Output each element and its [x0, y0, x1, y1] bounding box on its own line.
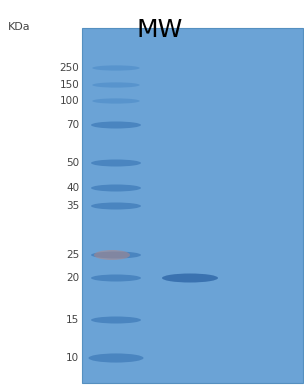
Text: 100: 100	[60, 96, 79, 106]
Ellipse shape	[91, 184, 141, 191]
Ellipse shape	[92, 98, 140, 103]
Ellipse shape	[91, 252, 141, 259]
Bar	[82, 28, 303, 383]
Text: 150: 150	[59, 80, 79, 90]
Ellipse shape	[91, 317, 141, 324]
Ellipse shape	[91, 121, 141, 128]
Text: 250: 250	[59, 63, 79, 73]
Ellipse shape	[88, 354, 143, 363]
Text: 25: 25	[66, 250, 79, 260]
Ellipse shape	[92, 65, 140, 71]
Text: 15: 15	[66, 315, 79, 325]
Ellipse shape	[91, 203, 141, 210]
Text: 70: 70	[66, 120, 79, 130]
Ellipse shape	[162, 273, 218, 282]
Text: MW: MW	[136, 18, 183, 42]
Text: 35: 35	[66, 201, 79, 211]
Ellipse shape	[91, 159, 141, 166]
Text: KDa: KDa	[8, 22, 31, 32]
Ellipse shape	[94, 250, 130, 260]
Text: 50: 50	[66, 158, 79, 168]
Ellipse shape	[92, 82, 140, 88]
Ellipse shape	[91, 275, 141, 282]
Text: 40: 40	[66, 183, 79, 193]
Text: 20: 20	[66, 273, 79, 283]
Text: 10: 10	[66, 353, 79, 363]
